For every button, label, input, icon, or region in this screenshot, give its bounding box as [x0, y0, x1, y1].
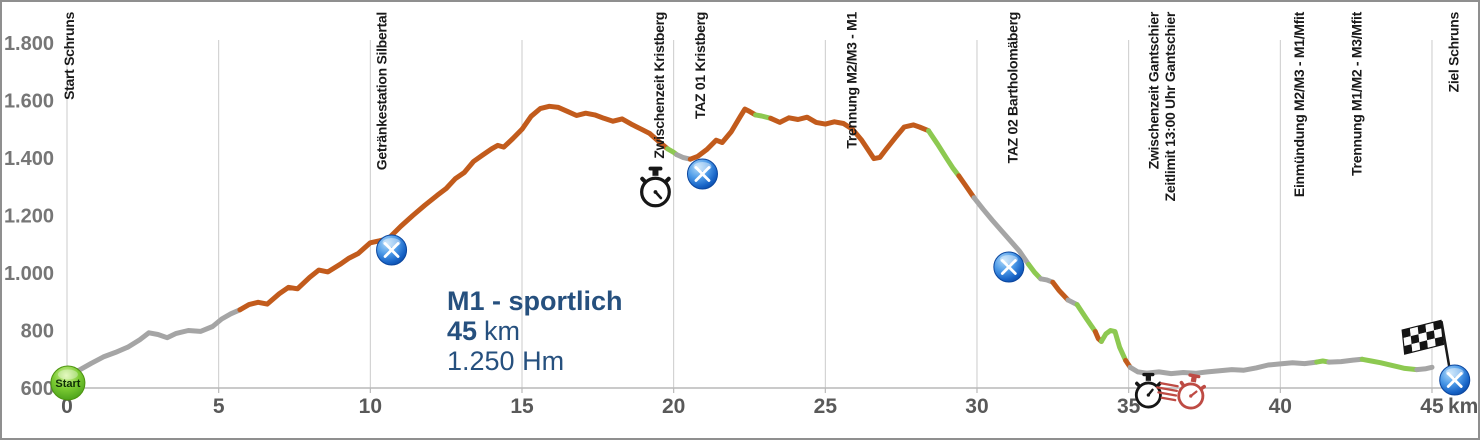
elevation-segment-descent — [1074, 302, 1098, 335]
stopwatch-pivot — [653, 190, 658, 194]
elevation-segment-flat — [1326, 356, 1365, 365]
flag-checker — [1434, 336, 1444, 347]
y-tick-label: 1.600 — [4, 91, 54, 113]
x-tick-label: 45 — [1420, 395, 1444, 418]
flag-checker — [1425, 322, 1435, 333]
x-tick-label: 15 — [510, 395, 534, 418]
flag-checker — [1403, 344, 1413, 355]
route-stats: M1 - sportlich 45 km 1.250 Hm — [447, 286, 623, 376]
food-station-icon — [1439, 364, 1471, 396]
y-tick-label: 1.400 — [4, 148, 54, 170]
x-tick-label: 0 — [61, 395, 73, 418]
x-tick-label: 35 — [1117, 395, 1141, 418]
flag-checker — [1426, 330, 1435, 341]
waypoint-label: TAZ 02 Bartholomäberg — [1004, 12, 1020, 163]
y-tick-label: 1.200 — [4, 206, 54, 228]
flag-checker — [1427, 338, 1436, 349]
y-tick-label: 1.000 — [4, 263, 54, 285]
elevation-segment-descent — [753, 112, 774, 121]
flag-checker — [1433, 320, 1442, 331]
elevation-segment-descent — [1026, 261, 1044, 282]
elevation-segment-climb — [687, 106, 759, 162]
flag-outline — [1401, 319, 1445, 355]
route-distance: 45 km — [447, 316, 623, 346]
elevation-segment-flat — [1127, 359, 1320, 377]
flag-checker — [1434, 328, 1443, 339]
flag-checker — [1419, 340, 1428, 351]
waypoint-label: Ziel Schruns — [1446, 11, 1462, 92]
finish-flag-icon — [1401, 319, 1451, 371]
waypoint-label: Zwischenzeit Kristberg — [651, 12, 667, 159]
route-distance-value: 45 — [447, 316, 478, 346]
y-tick-label: 600 — [21, 378, 54, 400]
start-marker-ball — [50, 365, 86, 401]
route-elevation-gain: 1.250 Hm — [447, 346, 565, 376]
stopwatch-pivot — [1189, 394, 1193, 398]
flag-checker — [1409, 326, 1419, 337]
elevation-segment-flat — [64, 307, 243, 377]
waypoint-label: Einmündung M2/M3 - M1/Mfit — [1291, 11, 1307, 197]
flag-checker — [1402, 336, 1412, 347]
x-axis-unit-label: km — [1448, 395, 1478, 418]
fork-glyph — [694, 166, 711, 182]
y-tick-label: 1.800 — [4, 33, 54, 55]
y-tick-label: 800 — [21, 321, 54, 343]
flag-checker — [1402, 328, 1411, 339]
elevation-segment-flat — [674, 152, 693, 162]
flag-cloth — [1401, 319, 1445, 355]
food-station-icon — [686, 158, 718, 190]
start-marker: Start — [50, 365, 86, 401]
x-tick-label: 20 — [662, 395, 685, 418]
stopwatch-pivot — [1146, 393, 1151, 397]
elevation-segment-climb — [237, 103, 671, 313]
flag-pole — [1440, 320, 1451, 371]
fork-glyph — [1000, 259, 1017, 275]
gloss-highlight — [57, 369, 78, 380]
speed-line — [1156, 386, 1178, 393]
elevation-segment-flat — [1414, 364, 1435, 373]
waypoint-label: Trennung M2/M3 - M1 — [844, 11, 860, 148]
stopwatch-fast-icon — [1156, 373, 1207, 410]
stopwatch-crown — [1190, 376, 1197, 383]
elevation-segment-descent — [926, 128, 962, 179]
elevation-segment-flat — [971, 195, 1032, 267]
x-tick-label: 5 — [213, 395, 225, 418]
x-tick-label: 10 — [359, 395, 382, 418]
waypoint-label: Trennung M1/M2 - M3/Mfit — [1349, 11, 1365, 176]
speed-line — [1157, 391, 1178, 397]
stopwatch-crown-cap — [1188, 373, 1201, 379]
fork-glyph — [383, 242, 400, 258]
elevation-segment-descent — [1359, 356, 1420, 373]
waypoint-label: Zeitlimit 13:00 Uhr Gantschier — [1162, 11, 1178, 201]
fork-glyph — [1446, 372, 1463, 388]
flag-checker — [1417, 324, 1427, 335]
start-marker-label: Start — [55, 378, 80, 390]
elevation-segment-climb — [768, 114, 931, 162]
stopwatch-icon — [640, 166, 671, 208]
x-tick-label: 25 — [814, 395, 838, 418]
flag-checker — [1410, 334, 1420, 345]
speed-line — [1159, 382, 1179, 388]
speed-line — [1160, 396, 1177, 402]
waypoint-label: Start Schruns — [61, 11, 77, 99]
waypoint-label: TAZ 01 Kristberg — [692, 12, 708, 119]
food-station-icon — [376, 234, 408, 266]
food-station-icon — [993, 251, 1025, 283]
route-distance-unit: km — [484, 316, 521, 346]
x-tick-label: 40 — [1269, 395, 1292, 418]
waypoint-label: Getränkestation Silbertal — [373, 12, 389, 170]
elevation-segment-descent — [1098, 328, 1129, 363]
x-tick-label: 30 — [965, 395, 988, 418]
elevation-segment-climb — [956, 173, 977, 201]
waypoint-label: Zwischenzeit Gantschier — [1145, 11, 1161, 169]
flag-checker — [1418, 332, 1428, 343]
route-name: M1 - sportlich — [447, 286, 623, 316]
stopwatch-icon — [1134, 372, 1162, 409]
flag-checker — [1411, 342, 1421, 353]
elevation-segment-climb — [1050, 279, 1071, 303]
